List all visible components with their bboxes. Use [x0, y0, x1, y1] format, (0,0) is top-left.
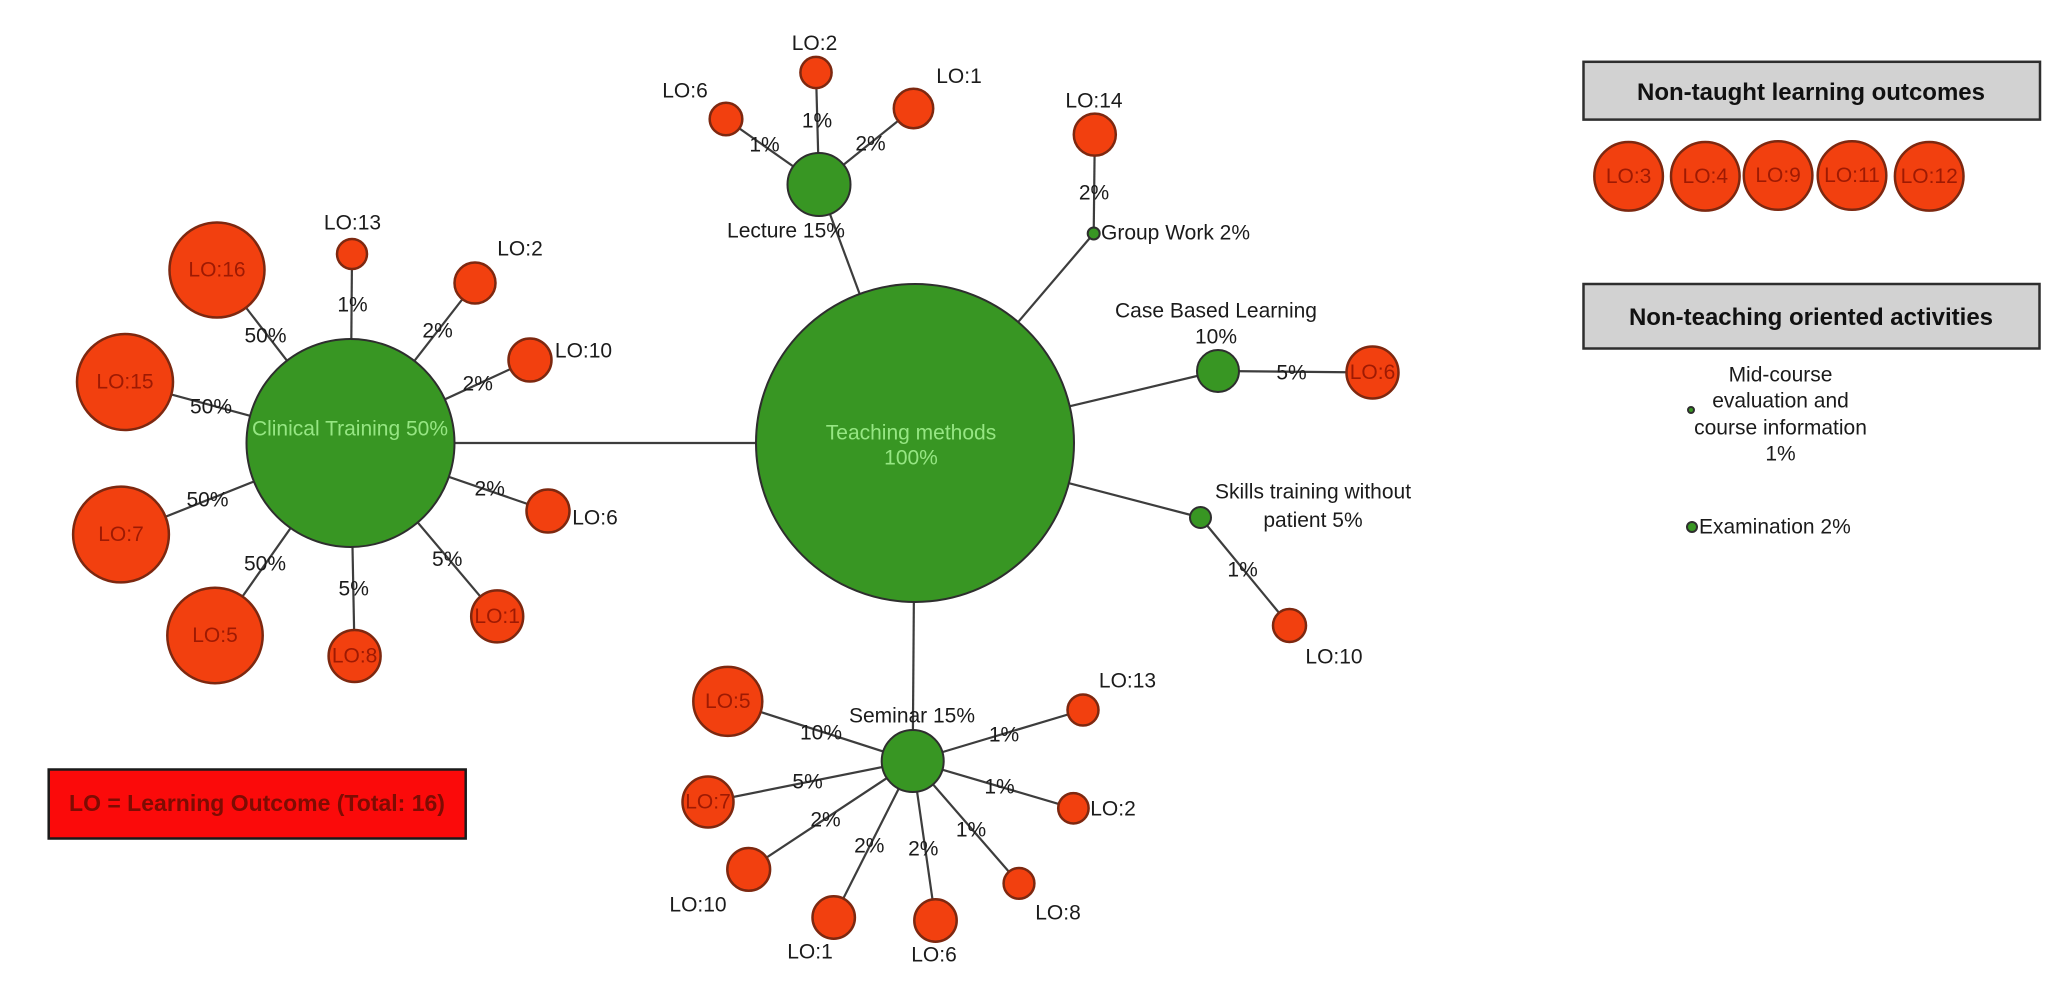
- svg-text:1%: 1%: [989, 724, 1019, 747]
- svg-text:1%: 1%: [956, 819, 986, 842]
- svg-text:LO:2: LO:2: [497, 238, 543, 261]
- svg-text:LO:7: LO:7: [685, 791, 731, 814]
- svg-text:LO:1: LO:1: [787, 941, 833, 964]
- svg-text:100%: 100%: [884, 447, 938, 470]
- svg-text:5%: 5%: [339, 578, 369, 601]
- svg-text:10%: 10%: [1195, 326, 1237, 349]
- svg-text:LO:10: LO:10: [555, 340, 612, 363]
- svg-text:LO:6: LO:6: [911, 944, 957, 967]
- svg-text:1%: 1%: [984, 776, 1014, 799]
- svg-text:LO:1: LO:1: [474, 605, 520, 628]
- svg-text:Teaching methods: Teaching methods: [826, 422, 996, 445]
- svg-text:LO:6: LO:6: [662, 80, 708, 103]
- svg-text:Examination 2%: Examination 2%: [1699, 516, 1851, 539]
- svg-text:LO:8: LO:8: [1035, 902, 1081, 925]
- svg-text:LO:7: LO:7: [98, 523, 144, 546]
- svg-text:Group Work 2%: Group Work 2%: [1101, 222, 1250, 245]
- svg-text:2%: 2%: [1079, 182, 1109, 205]
- svg-text:Non-taught learning outcomes: Non-taught learning outcomes: [1637, 79, 1985, 106]
- svg-text:1%: 1%: [802, 110, 832, 133]
- svg-text:50%: 50%: [190, 396, 232, 419]
- svg-text:5%: 5%: [792, 771, 822, 794]
- svg-text:Mid-course: Mid-course: [1729, 364, 1833, 387]
- svg-text:5%: 5%: [1276, 362, 1306, 385]
- svg-text:LO:5: LO:5: [192, 624, 238, 647]
- svg-text:2%: 2%: [854, 835, 884, 858]
- svg-text:LO:10: LO:10: [1305, 646, 1362, 669]
- svg-text:LO:1: LO:1: [936, 65, 982, 88]
- svg-text:LO:3: LO:3: [1606, 165, 1652, 188]
- svg-text:LO:10: LO:10: [669, 894, 726, 917]
- svg-text:LO:2: LO:2: [792, 32, 838, 55]
- svg-text:2%: 2%: [475, 478, 505, 501]
- svg-text:course information: course information: [1694, 417, 1867, 440]
- svg-text:2%: 2%: [463, 373, 493, 396]
- svg-text:LO:14: LO:14: [1065, 90, 1123, 113]
- svg-text:Non-teaching oriented activiti: Non-teaching oriented activities: [1629, 304, 1993, 331]
- svg-text:LO:9: LO:9: [1755, 164, 1801, 187]
- svg-text:Seminar 15%: Seminar 15%: [849, 705, 975, 728]
- svg-text:LO:13: LO:13: [324, 212, 381, 235]
- svg-text:1%: 1%: [1227, 559, 1257, 582]
- svg-text:LO:4: LO:4: [1683, 165, 1729, 188]
- svg-text:Case Based Learning: Case Based Learning: [1115, 300, 1317, 323]
- svg-text:LO:16: LO:16: [188, 259, 245, 282]
- svg-text:LO:5: LO:5: [705, 690, 751, 713]
- svg-text:1%: 1%: [337, 294, 367, 317]
- svg-text:LO:2: LO:2: [1090, 798, 1136, 821]
- svg-text:evaluation and: evaluation and: [1712, 390, 1849, 413]
- svg-text:2%: 2%: [855, 133, 885, 156]
- svg-text:Skills training without: Skills training without: [1215, 481, 1411, 504]
- svg-text:LO:13: LO:13: [1099, 670, 1156, 693]
- svg-text:LO:6: LO:6: [572, 507, 618, 530]
- svg-text:2%: 2%: [810, 809, 840, 832]
- svg-text:LO:6: LO:6: [1350, 361, 1396, 384]
- svg-text:Clinical Training 50%: Clinical Training 50%: [252, 418, 448, 441]
- svg-text:50%: 50%: [186, 489, 228, 512]
- svg-text:LO:8: LO:8: [332, 645, 378, 668]
- svg-text:5%: 5%: [432, 548, 462, 571]
- svg-text:LO:12: LO:12: [1901, 165, 1958, 188]
- svg-text:LO:11: LO:11: [1824, 164, 1880, 187]
- svg-text:2%: 2%: [422, 320, 452, 343]
- svg-text:1%: 1%: [749, 134, 779, 157]
- svg-text:LO = Learning Outcome (Total:: LO = Learning Outcome (Total: 16): [69, 790, 445, 816]
- svg-text:50%: 50%: [244, 325, 286, 348]
- svg-text:10%: 10%: [800, 722, 842, 745]
- svg-text:1%: 1%: [1765, 443, 1795, 466]
- svg-text:patient 5%: patient 5%: [1263, 509, 1362, 532]
- svg-text:Lecture 15%: Lecture 15%: [727, 220, 845, 243]
- svg-text:LO:15: LO:15: [96, 371, 153, 394]
- svg-text:2%: 2%: [908, 838, 938, 861]
- svg-text:50%: 50%: [244, 553, 286, 576]
